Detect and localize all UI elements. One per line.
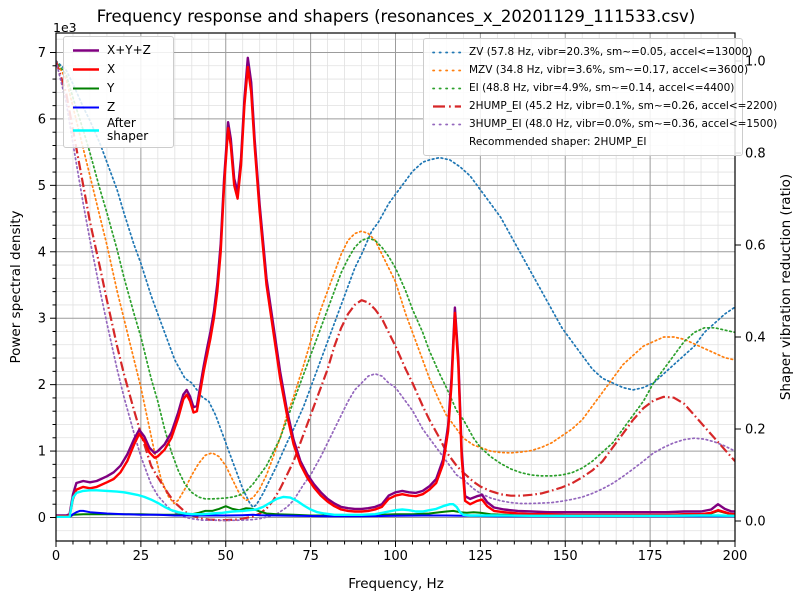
legend-item: X+Y+Z: [72, 41, 165, 60]
y-right-tick-label: 1.0: [745, 55, 766, 70]
legend-label: After shaper: [107, 116, 149, 143]
y-right-axis-label: Shaper vibration reduction (ratio): [778, 173, 794, 401]
x-tick-label: 75: [302, 549, 319, 564]
chart-title: Frequency response and shapers (resonanc…: [96, 7, 696, 26]
x-tick-label: 50: [217, 549, 234, 564]
y-axis-offset-text: 1e3: [53, 20, 77, 35]
series-3hump_ei: [56, 60, 735, 522]
axis-ticks: [50, 51, 741, 547]
legend-item: EI (48.8 Hz, vibr=4.9%, sm~=0.14, accel<…: [432, 79, 734, 97]
y-left-tick-label: 3: [38, 312, 46, 327]
x-tick-label: 175: [638, 549, 663, 564]
legend-shapers: ZV (57.8 Hz, vibr=20.3%, sm~=0.05, accel…: [423, 38, 777, 156]
x-tick-label: 200: [723, 549, 748, 564]
y-left-tick-label: 1: [38, 445, 46, 460]
legend-item: Z: [72, 98, 165, 117]
x-tick-label: 100: [383, 549, 408, 564]
legend-label: X: [107, 62, 116, 76]
legend-psd: X+Y+Z X Y Z After shaper: [63, 36, 174, 148]
legend-line-icon: [432, 123, 462, 125]
x-tick-label: 25: [133, 549, 150, 564]
y-left-axis-label: Power spectral density: [8, 210, 24, 364]
series-zv: [56, 60, 735, 509]
y-right-tick-label: 0.6: [745, 239, 766, 254]
legend-item: After shaper: [72, 117, 165, 143]
legend-line-icon: [433, 104, 461, 108]
legend-item: 2HUMP_EI (45.2 Hz, vibr=0.1%, sm~=0.26, …: [432, 97, 777, 115]
legend-line-icon: [73, 87, 99, 90]
legend-item: X: [72, 60, 165, 79]
x-tick-label: 125: [468, 549, 493, 564]
y-left-tick-label: 7: [38, 46, 46, 61]
legend-line-icon: [73, 49, 99, 52]
legend-note-row: Recommended shaper: 2HUMP_EI: [432, 133, 734, 151]
legend-line-icon: [73, 106, 99, 109]
legend-item: Y: [72, 79, 165, 98]
y-right-tick-label: 0.4: [745, 331, 766, 346]
legend-item: 3HUMP_EI (48.0 Hz, vibr=0.0%, sm~=0.36, …: [432, 115, 777, 133]
y-left-tick-label: 0: [38, 511, 46, 526]
legend-line-icon: [73, 68, 99, 71]
y-left-tick-label: 5: [38, 179, 46, 194]
y-right-tick-label: 0.2: [745, 423, 766, 438]
legend-label: 3HUMP_EI (48.0 Hz, vibr=0.0%, sm~=0.36, …: [469, 118, 778, 130]
recommended-shaper-note: Recommended shaper: 2HUMP_EI: [469, 136, 647, 148]
legend-label: Y: [107, 81, 115, 95]
legend-item: ZV (57.8 Hz, vibr=20.3%, sm~=0.05, accel…: [432, 43, 752, 61]
series-after-shaper: [56, 489, 735, 518]
legend-label: ZV (57.8 Hz, vibr=20.3%, sm~=0.05, accel…: [469, 46, 753, 58]
series-group: [56, 56, 735, 522]
legend-label: 2HUMP_EI (45.2 Hz, vibr=0.1%, sm~=0.26, …: [469, 100, 778, 112]
legend-line-icon: [432, 51, 462, 53]
x-tick-label: 0: [52, 549, 60, 564]
legend-item: MZV (34.8 Hz, vibr=3.6%, sm~=0.17, accel…: [432, 61, 748, 79]
tick-labels: 0 25 50 75 100 125 150 175 200 0 1 2 3 4 5 6 7 0.0 0.2 0.4 0…: [38, 46, 766, 564]
y-right-tick-label: 0.0: [745, 515, 766, 530]
legend-label: MZV (34.8 Hz, vibr=3.6%, sm~=0.17, accel…: [469, 64, 749, 76]
legend-label: Z: [107, 100, 116, 114]
series-mzv: [56, 60, 735, 505]
series-x: [56, 65, 735, 518]
series-2hump_ei: [56, 60, 735, 522]
legend-label: X+Y+Z: [107, 43, 151, 57]
x-axis-label: Frequency, Hz: [348, 576, 444, 592]
y-left-tick-label: 6: [38, 112, 46, 127]
legend-label: EI (48.8 Hz, vibr=4.9%, sm~=0.14, accel<…: [469, 82, 735, 94]
legend-line-icon: [73, 128, 99, 132]
y-left-tick-label: 4: [38, 245, 46, 260]
legend-line-icon: [432, 69, 462, 71]
y-right-tick-label: 0.8: [745, 147, 766, 162]
x-tick-label: 150: [553, 549, 578, 564]
legend-line-icon: [432, 87, 462, 89]
y-left-tick-label: 2: [38, 378, 46, 393]
